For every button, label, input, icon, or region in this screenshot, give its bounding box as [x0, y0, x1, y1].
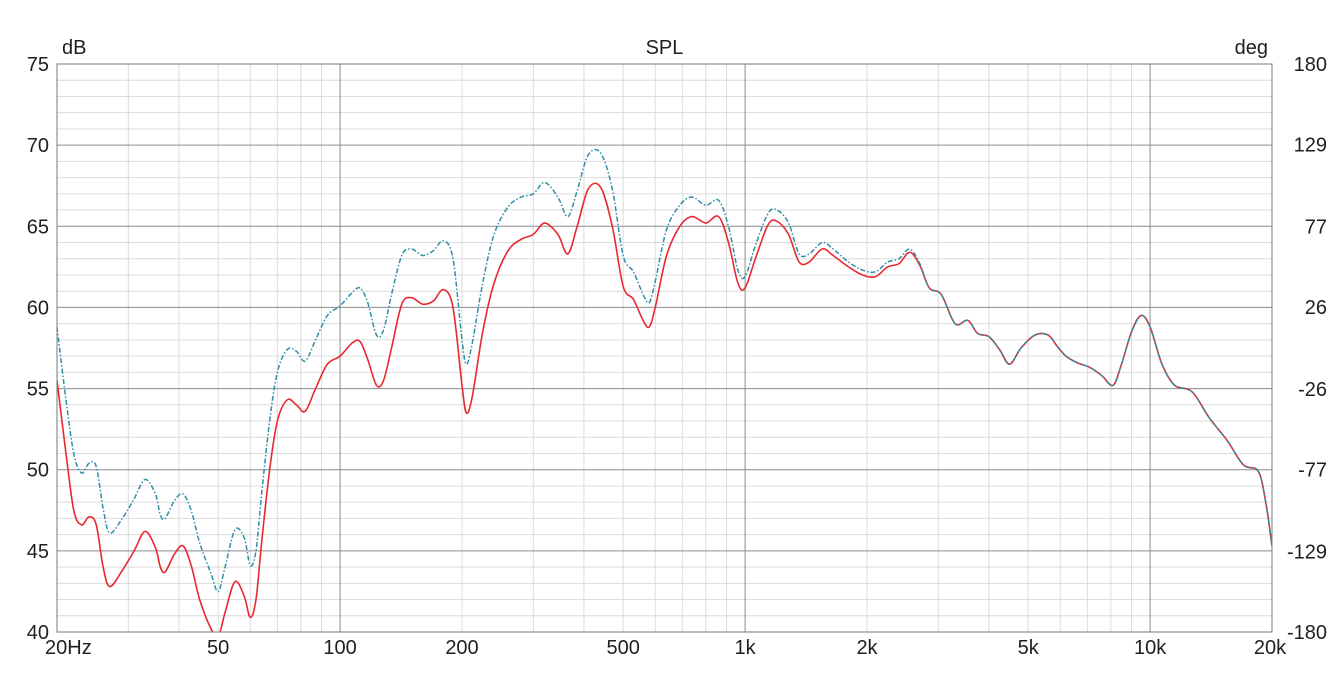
tick-labels: 75 70 65 60 55 50 45 40 180 129 77 26 -26 -77 -129 -180… — [27, 54, 1327, 659]
x-tick-label: 20Hz — [45, 637, 92, 659]
y-right-tick-label: 180 — [1294, 54, 1327, 76]
y-right-tick-label: 129 — [1294, 134, 1327, 156]
y-right-tick-label: 26 — [1305, 297, 1327, 319]
y-left-tick-label: 40 — [27, 622, 49, 644]
y-left-tick-label: 45 — [27, 541, 49, 563]
x-tick-label: 500 — [606, 637, 639, 659]
y-left-tick-label: 70 — [27, 135, 49, 157]
y-left-tick-label: 65 — [27, 216, 49, 238]
x-tick-label: 2k — [856, 637, 878, 659]
y-axis-unit-right: deg — [1235, 37, 1268, 59]
y-left-tick-label: 75 — [27, 54, 49, 76]
y-right-tick-label: -77 — [1298, 459, 1327, 481]
y-right-tick-label: 77 — [1305, 217, 1327, 239]
x-tick-label: 100 — [323, 637, 356, 659]
y-axis-unit-left: dB — [62, 37, 86, 59]
y-right-tick-label: -26 — [1298, 379, 1327, 401]
x-tick-label: 1k — [735, 637, 757, 659]
y-left-tick-label: 55 — [27, 379, 49, 401]
chart-title: SPL — [646, 37, 684, 59]
series-layer — [57, 148, 1272, 632]
y-left-tick-label: 60 — [27, 297, 49, 319]
y-right-tick-label: -129 — [1287, 542, 1327, 564]
plot-frame — [56, 63, 1273, 633]
series-line-2 — [57, 148, 1272, 593]
x-tick-label: 200 — [445, 637, 478, 659]
x-tick-label: 20k — [1254, 637, 1287, 659]
x-tick-label: 50 — [207, 637, 229, 659]
y-left-tick-label: 50 — [27, 460, 49, 482]
x-tick-label: 5k — [1018, 637, 1040, 659]
y-right-tick-label: -180 — [1287, 622, 1327, 644]
x-tick-label: 10k — [1134, 637, 1167, 659]
